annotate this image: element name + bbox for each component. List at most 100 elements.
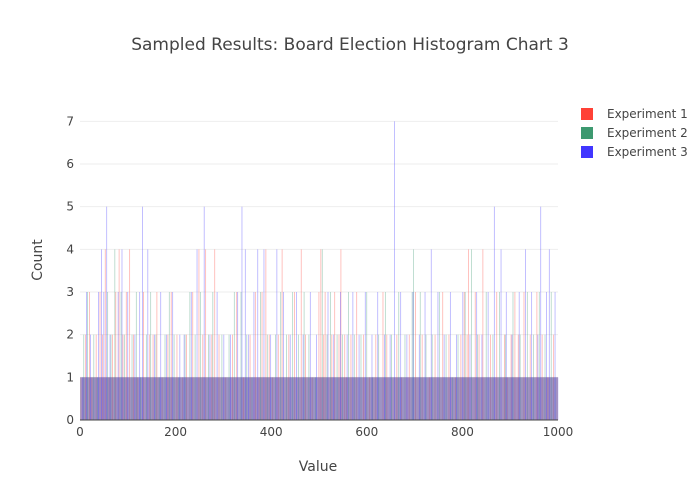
histogram-bar (130, 377, 132, 420)
histogram-bar (419, 377, 420, 420)
histogram-bar (266, 334, 268, 420)
histogram-bar (176, 377, 178, 420)
histogram-bar (209, 377, 211, 420)
histogram-bar (219, 377, 221, 420)
histogram-bar (232, 377, 233, 420)
histogram-bar (306, 377, 307, 420)
legend-label[interactable]: Experiment 2 (607, 126, 688, 140)
histogram-bar (370, 377, 372, 420)
histogram-bar (240, 292, 242, 420)
histogram-bar (187, 377, 188, 420)
histogram-bar (152, 334, 154, 420)
histogram-bar (278, 377, 280, 420)
histogram-bar (406, 377, 408, 420)
histogram-bar (148, 377, 150, 420)
histogram-bar (368, 377, 369, 420)
histogram-bar (360, 377, 361, 420)
histogram-bar (353, 377, 354, 420)
histogram-bar (208, 377, 209, 420)
histogram-bar (310, 377, 311, 420)
histogram-bar (342, 377, 344, 420)
legend-swatch[interactable] (581, 146, 593, 158)
histogram-bar (523, 377, 525, 420)
histogram-bar (134, 377, 136, 420)
histogram-bar (123, 377, 124, 420)
histogram-bar (253, 377, 254, 420)
histogram-bar (521, 377, 522, 420)
histogram-bar (531, 292, 533, 420)
histogram-bar (529, 377, 531, 420)
histogram-bar (404, 334, 406, 420)
histogram-bar (338, 377, 340, 420)
histogram-bar (427, 377, 428, 420)
histogram-bar (104, 377, 105, 420)
legend-swatch[interactable] (581, 127, 593, 139)
histogram-bar (363, 377, 365, 420)
histogram-bar (355, 377, 357, 420)
legend-swatch[interactable] (581, 108, 593, 120)
histogram-bar (173, 377, 174, 420)
y-tick-label: 5 (66, 200, 74, 214)
histogram-bar (246, 334, 248, 420)
legend-label[interactable]: Experiment 1 (607, 107, 688, 121)
histogram-bar (269, 377, 271, 420)
histogram-bar (506, 377, 508, 420)
histogram-bar (233, 292, 235, 420)
histogram-bar (313, 377, 314, 420)
histogram-bar (509, 377, 511, 420)
histogram-bar (474, 377, 476, 420)
histogram-bar (489, 377, 490, 420)
histogram-bar (551, 377, 552, 420)
histogram-bar (134, 377, 136, 420)
histogram-bar (523, 377, 524, 420)
histogram-bar (214, 377, 216, 420)
histogram-bar (537, 377, 538, 420)
histogram-bar (384, 377, 386, 420)
histogram-bar (233, 377, 234, 420)
histogram-bar (516, 377, 518, 420)
histogram-bar (143, 377, 144, 420)
histogram-bar (82, 377, 84, 420)
histogram-bar (292, 292, 294, 420)
histogram-bar (82, 377, 83, 420)
histogram-bar (378, 377, 380, 420)
histogram-bar (131, 377, 132, 420)
histogram-bar (205, 377, 207, 420)
histogram-bar (244, 377, 246, 420)
histogram-bar (129, 377, 130, 420)
histogram-bar (438, 377, 440, 420)
histogram-bar (179, 377, 181, 420)
histogram-bar (216, 377, 217, 420)
histogram-bar (417, 377, 419, 420)
histogram-bar (115, 377, 116, 420)
histogram-bar (499, 292, 501, 420)
histogram-bar (533, 377, 535, 420)
histogram-bar (518, 377, 519, 420)
histogram-bar (257, 249, 259, 420)
histogram-bar (519, 377, 521, 420)
histogram-bar (510, 377, 511, 420)
histogram-bar (316, 377, 318, 420)
histogram-bar (95, 377, 97, 420)
histogram-bar (490, 377, 492, 420)
histogram-bar (287, 377, 289, 420)
histogram-bar (428, 377, 430, 420)
histogram-bar (158, 377, 160, 420)
histogram-bar (499, 377, 501, 420)
histogram-bar (302, 377, 303, 420)
histogram-bar (193, 377, 194, 420)
legend-label[interactable]: Experiment 3 (607, 145, 688, 159)
histogram-bar (362, 377, 363, 420)
histogram-bar (92, 377, 93, 420)
histogram-bar (424, 377, 426, 420)
histogram-bar (477, 377, 478, 420)
histogram-bar (295, 377, 297, 420)
histogram-bar (487, 377, 489, 420)
histogram-bar (528, 377, 530, 420)
histogram-bar (134, 334, 136, 420)
histogram-bar (122, 377, 123, 420)
histogram-bar (80, 377, 81, 420)
histogram-bar (176, 334, 178, 420)
histogram-bar (128, 377, 129, 420)
histogram-bar (211, 377, 213, 420)
